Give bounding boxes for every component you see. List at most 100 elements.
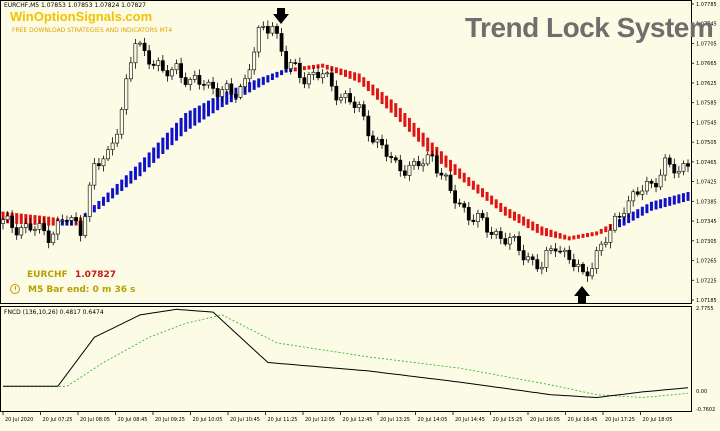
trend-band-bar <box>430 142 434 157</box>
trend-band-bar <box>257 78 261 88</box>
time-tick-label: 20 Jul 14:05 <box>418 417 448 423</box>
trend-band-bar <box>261 76 265 85</box>
oscillator-lines <box>3 308 689 399</box>
candle-body <box>649 180 654 184</box>
candle-body <box>503 238 508 245</box>
trend-band-bar <box>681 193 685 203</box>
trend-band-bar <box>581 233 585 238</box>
price-tick-label: 1.07585 <box>696 101 717 107</box>
trend-band-bar <box>627 214 631 224</box>
trend-band-bar <box>375 88 379 100</box>
trend-band-bar <box>280 70 284 76</box>
candle-body <box>439 172 444 176</box>
trend-band-bar <box>175 122 179 141</box>
trend-band-bar <box>659 199 663 209</box>
candle-body <box>466 207 471 221</box>
candle-body <box>352 101 357 108</box>
time-tick-label: 20 Jul 11:25 <box>268 417 298 423</box>
trend-band-bar <box>503 206 507 216</box>
time-tick-label: 20 Jul 08:45 <box>118 417 148 423</box>
trend-band-bar <box>522 216 526 226</box>
candle-body <box>188 79 193 85</box>
candle-body <box>275 26 279 34</box>
trend-band-bar <box>499 203 503 212</box>
candle-body <box>138 42 142 45</box>
trend-band-bar <box>535 224 539 233</box>
trend-band-bar <box>366 80 370 92</box>
trend-band-bar <box>184 113 188 132</box>
candle-body <box>485 217 489 233</box>
trend-band-bar <box>188 110 192 129</box>
time-tick-label: 20 Jul 12:05 <box>305 417 335 423</box>
trend-band-bar <box>672 195 676 205</box>
trend-band-bar <box>380 92 384 105</box>
candle-body <box>10 215 15 228</box>
brand-tagline: FREE DOWNLOAD STRATEGIES AND INDICATORS … <box>12 27 173 34</box>
candle-body <box>229 83 234 95</box>
candle-body <box>55 220 60 235</box>
candle-body <box>686 163 690 167</box>
trend-band-bar <box>645 204 649 214</box>
candle-body <box>65 220 69 222</box>
trend-band-bar <box>467 177 471 187</box>
candle-body <box>421 163 426 167</box>
candle-body <box>434 155 439 174</box>
trend-band-bar <box>275 71 279 78</box>
price-tick-label: 1.07745 <box>696 22 717 28</box>
candle-body <box>316 71 321 79</box>
candle-body <box>307 74 311 85</box>
trend-band-bar <box>33 215 37 225</box>
candle-body <box>78 220 83 236</box>
candle-body <box>119 109 124 135</box>
trend-band-bar <box>403 113 407 127</box>
candle-body <box>156 60 161 66</box>
brand-name[interactable]: WinOptionSignals.com <box>10 9 153 24</box>
candle-body <box>366 115 371 137</box>
oscillator-label: FNCD (136,10,26) 0.4817 0.6474 <box>4 309 104 316</box>
trend-band-bar <box>179 117 183 137</box>
trend-band-bar <box>649 201 653 211</box>
trend-band-bar <box>595 231 599 236</box>
trend-band-bar <box>531 221 535 231</box>
trend-band-bar <box>663 198 667 208</box>
candlesticks <box>1 20 690 282</box>
trend-band-bar <box>19 213 23 225</box>
trend-band-bar <box>197 105 201 123</box>
price-tick-label: 1.07785 <box>696 2 717 8</box>
trend-band-bar <box>115 183 119 195</box>
candle-body <box>92 163 97 186</box>
candle-body <box>398 159 403 172</box>
trend-band-bar <box>111 188 115 199</box>
ticker-symbol: EURCHF <box>27 270 68 280</box>
candle-body <box>658 174 663 188</box>
candle-body <box>133 43 138 64</box>
trend-band-bar <box>444 155 448 168</box>
candle-body <box>681 163 686 172</box>
candle-body <box>448 174 453 191</box>
candle-body <box>507 237 512 245</box>
candle-body <box>5 215 10 220</box>
trend-band-bar <box>138 162 142 177</box>
candle-body <box>206 81 211 86</box>
candle-body <box>494 231 499 235</box>
candle-body <box>512 236 517 238</box>
trend-band-bar <box>668 196 672 206</box>
candle-body <box>14 227 19 236</box>
candle-body <box>192 75 197 80</box>
price-axis: 1.07785 1.07745 1.07705 1.07665 1.07625 1.075… <box>691 2 717 304</box>
trend-band-bar <box>439 151 443 164</box>
candle-body <box>526 256 531 261</box>
trend-band-bar <box>357 73 361 83</box>
price-tick-label: 1.07305 <box>696 239 717 245</box>
trend-band-bar <box>97 200 101 210</box>
trend-band-bar <box>316 64 320 69</box>
candle-body <box>179 63 184 78</box>
time-tick-label: 20 Jul 09:25 <box>155 417 185 423</box>
trend-band-bar <box>636 209 640 219</box>
trend-band-bar <box>471 180 475 190</box>
oscillator-axis: 2.7755 0.00 -0.7602 <box>696 306 715 413</box>
candle-body <box>247 69 252 80</box>
trend-band-bar <box>362 77 366 87</box>
candle-body <box>544 250 549 268</box>
candle-body <box>416 161 421 167</box>
